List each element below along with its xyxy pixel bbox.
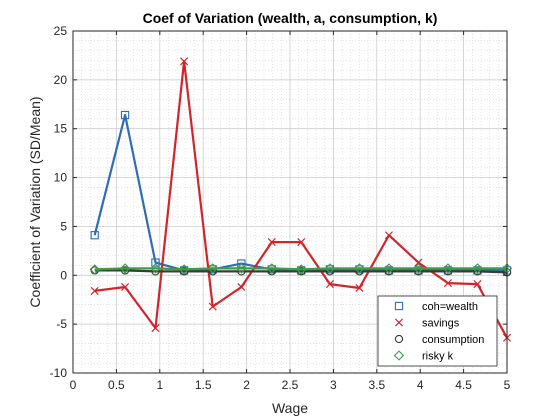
data-point-savings-stroke	[414, 258, 423, 267]
data-point-savings-stroke	[297, 238, 306, 247]
data-point-savings	[297, 238, 306, 247]
data-point-savings	[443, 279, 453, 288]
data-point-savings-stroke	[473, 280, 482, 289]
data-point-savings	[208, 302, 217, 311]
x-tick-label: 2.5	[282, 378, 299, 392]
data-point-risky-k	[236, 263, 247, 274]
data-point-savings	[384, 231, 393, 240]
legend-label-risky-k: risky k	[422, 351, 454, 363]
x-tick-label: 1	[156, 378, 163, 392]
legend-box	[377, 295, 498, 367]
series-line-consumption	[94, 269, 508, 274]
data-point-risky-k	[119, 263, 131, 274]
y-tick-label: 25	[54, 24, 68, 38]
data-point-risky-k	[324, 263, 336, 274]
data-point-risky-k	[89, 264, 100, 275]
series-risky-k	[89, 263, 513, 275]
y-tick-label: -10	[50, 366, 68, 380]
data-point-savings	[237, 282, 246, 292]
data-point-savings	[151, 324, 160, 333]
x-axis: 0 0.5 1 1.5 2 2.5 3 3.5 4 4.5 5	[70, 31, 511, 392]
data-point-savings-stroke	[267, 238, 276, 247]
data-point-savings-stroke	[208, 302, 217, 311]
data-point-savings	[414, 258, 423, 267]
x-tick-label: 1.5	[195, 378, 212, 392]
x-tick-label: 4	[417, 378, 424, 392]
data-point-savings	[121, 282, 130, 292]
legend-marker-coh-wealth	[394, 301, 404, 311]
y-axis-label: Coefficient of Variation (SD/Mean)	[27, 96, 43, 307]
data-point-savings-stroke	[121, 282, 130, 292]
data-point-risky-k	[150, 263, 161, 274]
data-point-savings	[355, 283, 364, 293]
data-point-savings	[325, 280, 334, 289]
data-point-savings-stroke	[443, 279, 453, 288]
data-point-coh-wealth	[237, 259, 246, 268]
data-point-risky-k	[413, 263, 424, 274]
x-tick-label: 0.5	[108, 378, 125, 392]
legend: coh=wealth savings consumption risky k	[377, 295, 498, 367]
data-point-coh-wealth	[151, 258, 160, 267]
data-point-savings	[180, 57, 189, 66]
data-point-savings	[90, 286, 99, 295]
data-point-risky-k	[354, 263, 365, 274]
y-tick-label: -5	[56, 317, 67, 331]
y-tick-label: 15	[54, 122, 68, 136]
data-point-savings	[267, 238, 276, 247]
data-point-risky-k	[296, 264, 307, 275]
x-tick-label: 4.5	[455, 378, 472, 392]
legend-marker-savings-stroke	[394, 318, 404, 327]
data-point-consumption	[297, 267, 306, 276]
data-point-savings-stroke	[325, 280, 334, 289]
x-tick-label: 2	[243, 378, 250, 392]
y-tick-label: 5	[60, 219, 67, 233]
x-axis-label: Wage	[272, 400, 308, 416]
legend-label-savings: savings	[422, 318, 460, 330]
data-point-risky-k	[178, 264, 190, 275]
data-point-savings-stroke	[90, 286, 99, 295]
data-point-savings-stroke	[384, 231, 393, 240]
x-tick-label: 0	[70, 378, 77, 392]
data-point-coh-wealth	[120, 110, 130, 120]
data-point-savings-stroke	[180, 57, 189, 66]
chart-title: Coef of Variation (wealth, a, consumptio…	[143, 10, 438, 26]
legend-marker-consumption	[394, 334, 404, 344]
data-point-coh-wealth	[90, 231, 99, 240]
y-axis: -10 -5 0 5 10 15 20 25	[50, 24, 507, 380]
y-tick-label: 0	[60, 268, 67, 282]
data-point-risky-k	[383, 263, 395, 274]
data-point-savings	[473, 280, 482, 289]
x-tick-label: 3.5	[368, 378, 385, 392]
legend-marker-risky-k	[393, 350, 405, 361]
data-point-consumption	[179, 267, 189, 276]
y-tick-label: 10	[54, 171, 68, 185]
legend-label-consumption: consumption	[422, 334, 484, 346]
legend-marker-savings	[394, 318, 404, 327]
data-point-savings-stroke	[237, 282, 246, 292]
x-tick-label: 3	[330, 378, 337, 392]
data-point-risky-k	[472, 263, 483, 274]
data-point-risky-k	[266, 263, 277, 274]
data-point-risky-k	[442, 263, 454, 274]
data-point-savings-stroke	[151, 324, 160, 333]
y-tick-label: 20	[54, 73, 68, 87]
x-tick-label: 5	[504, 378, 511, 392]
data-point-consumption	[120, 266, 130, 275]
series-line-risky-k	[94, 267, 507, 271]
data-point-savings-stroke	[355, 283, 364, 293]
data-point-risky-k	[207, 263, 218, 274]
legend-label-coh-wealth: coh=wealth	[422, 301, 478, 313]
